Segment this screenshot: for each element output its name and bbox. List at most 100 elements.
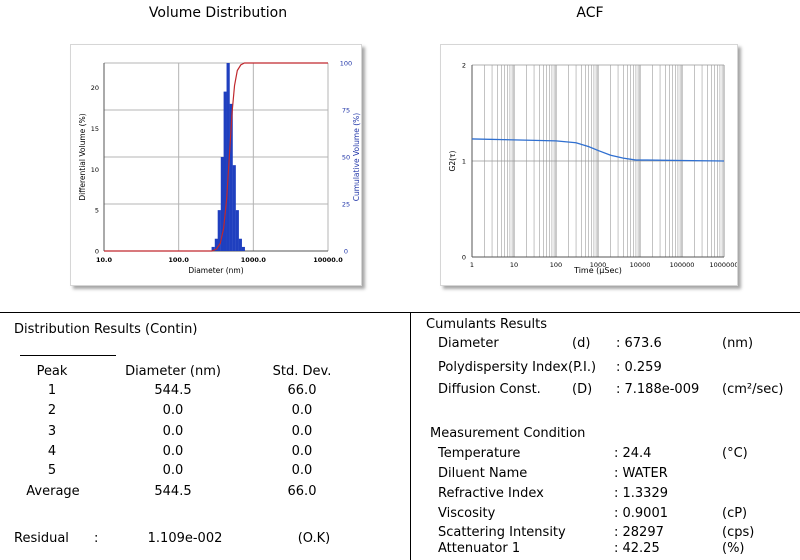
acf-x-tick-label: 10 xyxy=(510,261,518,269)
peak-diameter: 0.0 xyxy=(162,403,184,418)
peak-std-dev: 0.0 xyxy=(291,444,313,459)
measurement-label: Refractive Index xyxy=(438,486,544,501)
residual-status: (O.K) xyxy=(297,531,331,546)
cumulant-unit: (cm²/sec) xyxy=(722,382,784,397)
peak-number: 4 xyxy=(47,444,57,459)
volume-y2-tick-label: 25 xyxy=(342,201,350,209)
acf-x-axis-title: Time (µSec) xyxy=(573,266,622,275)
volume-y-tick-label: 15 xyxy=(91,125,99,133)
volume-bar xyxy=(232,165,236,251)
peak-std-dev: 66.0 xyxy=(287,383,317,398)
measurement-unit: (°C) xyxy=(722,446,748,461)
volume-y2-tick-label: 0 xyxy=(344,248,348,256)
residual-label: Residual xyxy=(14,531,69,546)
volume-bar xyxy=(226,63,230,251)
average-std-dev: 66.0 xyxy=(287,484,317,499)
volume-chart-frame: 10.0 100.0 1000.0 10000.0 0 5 10 15 20 0 25 50 75 100… xyxy=(70,44,362,286)
measurement-label: Attenuator 1 xyxy=(438,541,521,556)
cumulant-unit: (nm) xyxy=(722,336,754,351)
volume-cumulative-line xyxy=(104,62,328,252)
peak-std-dev: 0.0 xyxy=(291,463,313,478)
volume-y2-tick-label: 50 xyxy=(342,154,350,162)
acf-x-tick-label: 1000 xyxy=(590,261,607,269)
measurement-value: : WATER xyxy=(614,466,668,481)
acf-curve xyxy=(471,138,725,162)
acf-y-tick-label: 2 xyxy=(462,62,466,70)
peak-diameter: 0.0 xyxy=(162,463,184,478)
volume-y2-tick-label: 75 xyxy=(342,107,350,115)
cumulant-label: Polydispersity Index xyxy=(438,360,568,375)
results-divider xyxy=(410,312,411,560)
peak-number: 5 xyxy=(47,463,57,478)
acf-chart-title: ACF xyxy=(576,5,604,21)
volume-chart-title: Volume Distribution xyxy=(148,5,288,21)
acf-x-tick-label: 1000000 xyxy=(710,261,737,269)
acf-x-tick-label: 1 xyxy=(470,261,474,269)
peak-diameter: 0.0 xyxy=(162,424,184,439)
measurement-unit: (%) xyxy=(722,541,745,556)
acf-y-axis-title: G2(τ) xyxy=(448,150,457,171)
peak-number: 1 xyxy=(47,383,57,398)
measurement-title: Measurement Condition xyxy=(430,426,586,441)
measurement-value: : 0.9001 xyxy=(614,506,668,521)
cumulant-value: : 7.188e-009 xyxy=(616,382,700,397)
distribution-title: Distribution Results (Contin) xyxy=(14,322,198,337)
volume-y2-axis-title: Cumulative Volume (%) xyxy=(352,113,361,202)
acf-y-tick-label: 0 xyxy=(462,254,466,262)
volume-y-tick-label: 0 xyxy=(95,248,99,256)
measurement-value: : 24.4 xyxy=(614,446,652,461)
header-diameter: Diameter (nm) xyxy=(125,364,221,379)
volume-y-tick-label: 5 xyxy=(95,207,99,215)
volume-bar xyxy=(220,157,224,251)
acf-y-tick-label: 1 xyxy=(462,158,466,166)
acf-x-tick-label: 100 xyxy=(550,261,562,269)
measurement-label: Viscosity xyxy=(438,506,496,521)
average-diameter: 544.5 xyxy=(154,484,192,499)
volume-x-axis-title: Diameter (nm) xyxy=(188,266,243,275)
cumulant-label: Diameter xyxy=(438,336,499,351)
volume-bar xyxy=(211,246,215,251)
volume-x-tick-label: 1000.0 xyxy=(241,256,267,264)
volume-y-tick-label: 20 xyxy=(91,84,99,92)
volume-bar xyxy=(241,246,245,251)
peak-number: 3 xyxy=(47,424,57,439)
measurement-label: Diluent Name xyxy=(438,466,528,481)
acf-chart-frame: 1 10 100 1000 10000 100000 1000000 0 1 2 Time (µSe… xyxy=(440,44,738,286)
residual-value: 1.109e-002 xyxy=(147,531,223,546)
residual-colon: : xyxy=(94,531,99,546)
measurement-unit: (cps) xyxy=(722,525,755,540)
measurement-label: Scattering Intensity xyxy=(438,525,566,540)
measurement-value: : 1.3329 xyxy=(614,486,668,501)
header-std-dev: Std. Dev. xyxy=(272,364,332,379)
volume-y2-tick-label: 100 xyxy=(340,60,352,68)
cumulant-symbol: (P.I.) xyxy=(568,360,597,375)
cumulant-label: Diffusion Const. xyxy=(438,382,541,397)
volume-bar xyxy=(238,238,242,251)
peak-number: 2 xyxy=(47,403,57,418)
volume-bar xyxy=(235,210,239,251)
measurement-unit: (cP) xyxy=(722,506,748,521)
cumulants-title: Cumulants Results xyxy=(426,317,547,332)
peak-std-dev: 0.0 xyxy=(291,424,313,439)
cumulant-value: : 673.6 xyxy=(616,336,662,351)
measurement-label: Temperature xyxy=(438,446,521,461)
volume-bar xyxy=(229,103,233,251)
header-peak: Peak xyxy=(36,364,68,379)
volume-y-axis-title: Differential Volume (%) xyxy=(78,113,87,200)
peak-diameter: 544.5 xyxy=(154,383,192,398)
results-top-border xyxy=(0,312,800,313)
volume-bar xyxy=(214,238,218,251)
volume-bar xyxy=(217,210,221,251)
average-label: Average xyxy=(26,484,80,499)
measurement-value: : 28297 xyxy=(614,525,664,540)
measurement-value: : 42.25 xyxy=(614,541,660,556)
volume-x-tick-label: 10.0 xyxy=(96,256,113,264)
peak-diameter: 0.0 xyxy=(162,444,184,459)
cumulant-symbol: (d) xyxy=(572,336,591,351)
volume-bar xyxy=(223,91,227,251)
cumulant-symbol: (D) xyxy=(572,382,593,397)
acf-x-tick-label: 10000 xyxy=(630,261,651,269)
acf-x-tick-label: 100000 xyxy=(670,261,695,269)
volume-y-tick-label: 10 xyxy=(91,166,99,174)
peak-std-dev: 0.0 xyxy=(291,403,313,418)
